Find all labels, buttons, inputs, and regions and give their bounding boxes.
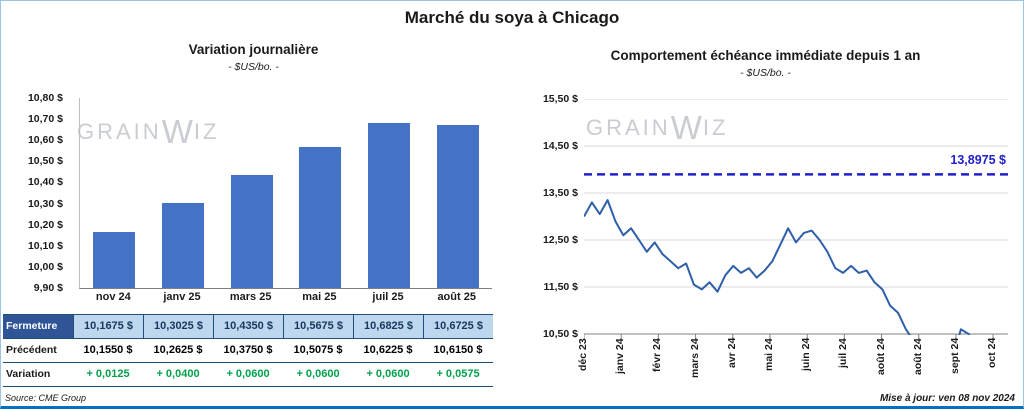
category-label: janv 25 xyxy=(163,291,201,303)
y-tick-label: 10,30 $ xyxy=(27,197,63,210)
bar xyxy=(230,175,273,288)
category-label: mars 25 xyxy=(229,291,272,303)
y-tick-label: 10,70 $ xyxy=(27,113,63,126)
table-cell: + 0,0125 xyxy=(86,368,130,380)
bar xyxy=(93,231,136,288)
table-cell: 10,3750 $ xyxy=(223,344,273,356)
table-cell: 10,6725 $ xyxy=(423,315,493,338)
table-cell: 10,1675 $ xyxy=(73,315,143,338)
watermark-text: iz xyxy=(193,119,220,144)
table-cell: 10,5075 $ xyxy=(293,344,343,356)
watermark-w-mark: W xyxy=(670,109,703,146)
y-tick-label: 10,80 $ xyxy=(27,92,63,104)
x-tick-label: mars 24 xyxy=(688,338,701,378)
row-label: Précédent xyxy=(6,344,57,356)
y-tick-label: 10,50 $ xyxy=(542,328,578,340)
row-label: Fermeture xyxy=(3,315,73,338)
line-chart-y-axis: 15,50 $ 14,50 $ 13,50 $ 12,50 $ 11,50 $ 10,50… xyxy=(514,93,578,340)
x-tick-label: avr 24 xyxy=(725,338,738,369)
bar-chart-category-axis: nov 24 janv 25 mars 25 mai 25 juil 25 août 25 xyxy=(79,291,491,311)
y-tick-label: 12,50 $ xyxy=(542,234,578,246)
watermark-w-mark: W xyxy=(161,113,194,150)
table-cell: 10,1550 $ xyxy=(83,344,133,356)
grainwiz-watermark: GrainWiz xyxy=(586,109,728,147)
update-date: Mise à jour: ven 08 nov 2024 xyxy=(879,393,1015,404)
category-label: juil 25 xyxy=(372,291,404,303)
table-row: Variation + 0,0125 + 0,0400 + 0,0600 + 0,060… xyxy=(3,363,493,387)
bar-chart-title: Variation journalière xyxy=(188,42,319,57)
watermark-text: Grain xyxy=(77,119,162,144)
bar-chart-plot xyxy=(79,98,492,289)
bar-chart-y-axis: 10,80 $ 10,70 $ 10,60 $ 10,50 $ 10,40 $ 10,30… xyxy=(1,92,65,294)
table-cell: + 0,0600 xyxy=(296,368,340,380)
y-tick-label: 14,50 $ xyxy=(542,140,578,152)
bar xyxy=(299,147,342,288)
x-tick-label: déc 23 xyxy=(577,338,589,371)
y-tick-label: 10,00 $ xyxy=(27,260,63,273)
x-tick-label: juin 24 xyxy=(800,338,813,372)
table-cell: 10,5675 $ xyxy=(283,315,353,338)
line-chart-title: Comportement échéance immédiate depuis 1… xyxy=(610,48,921,63)
x-tick-label: oct 24 xyxy=(986,338,999,369)
y-tick-label: 10,40 $ xyxy=(27,176,63,189)
table-cell: 10,6225 $ xyxy=(363,344,413,356)
page-title: Marché du soya à Chicago xyxy=(404,8,620,27)
bar xyxy=(162,203,204,288)
table-cell: 10,4350 $ xyxy=(213,315,283,338)
x-tick-label: août 24 xyxy=(911,338,924,375)
table-cell: + 0,0600 xyxy=(366,368,410,380)
bar xyxy=(436,124,479,288)
table-row: Fermeture 10,1675 $10,3025 $10,4350 $10,5… xyxy=(3,314,493,339)
x-tick-label: janv 24 xyxy=(614,338,627,374)
table-cell: 10,6150 $ xyxy=(433,344,483,356)
x-tick-label: juil 24 xyxy=(837,338,850,368)
category-label: août 25 xyxy=(437,291,476,303)
table-cell: 10,6825 $ xyxy=(353,315,423,338)
y-tick-label: 15,50 $ xyxy=(542,93,578,105)
source-note: Source: CME Group xyxy=(5,393,87,403)
table-cell: + 0,0575 xyxy=(436,368,480,380)
watermark-text: Grain xyxy=(586,115,671,140)
category-label: mai 25 xyxy=(302,291,337,303)
quotes-table: Fermeture 10,1675 $10,3025 $10,4350 $10,5… xyxy=(3,314,493,387)
watermark-text: iz xyxy=(702,115,729,140)
line-chart-x-axis: déc 23 janv 24 févr 24 mars 24 avr 24 mai 24 j… xyxy=(577,338,1008,393)
grainwiz-watermark: GrainWiz xyxy=(77,113,219,151)
x-tick-label: août 24 xyxy=(874,338,887,375)
y-tick-label: 10,50 $ xyxy=(27,155,63,168)
table-row: Précédent 10,1550 $ 10,2625 $ 10,3750 $ 10,5… xyxy=(3,339,493,363)
table-cell: + 0,0600 xyxy=(226,368,270,380)
bar xyxy=(368,122,410,288)
y-tick-label: 10,20 $ xyxy=(27,218,63,231)
row-label: Variation xyxy=(6,368,51,380)
x-tick-label: sept 24 xyxy=(948,338,961,375)
table-cell: + 0,0400 xyxy=(156,368,200,380)
category-label: nov 24 xyxy=(95,291,131,303)
y-tick-label: 10,10 $ xyxy=(27,239,63,252)
table-cell: 10,2625 $ xyxy=(153,344,203,356)
y-tick-label: 10,60 $ xyxy=(27,134,63,147)
bar-chart-subtitle: - $US/bo. - xyxy=(228,61,279,73)
line-chart-subtitle: - $US/bo. - xyxy=(740,67,791,79)
line-chart-plot xyxy=(584,99,1008,339)
y-tick-label: 11,50 $ xyxy=(543,281,578,293)
y-tick-label: 13,50 $ xyxy=(542,187,578,199)
x-tick-label: mai 24 xyxy=(762,338,775,371)
table-cell: 10,3025 $ xyxy=(143,315,213,338)
y-tick-label: 9,90 $ xyxy=(33,282,63,294)
reference-price-label: 13,8975 $ xyxy=(950,153,1006,168)
price-series-line xyxy=(584,199,971,335)
x-tick-label: févr 24 xyxy=(651,338,664,372)
